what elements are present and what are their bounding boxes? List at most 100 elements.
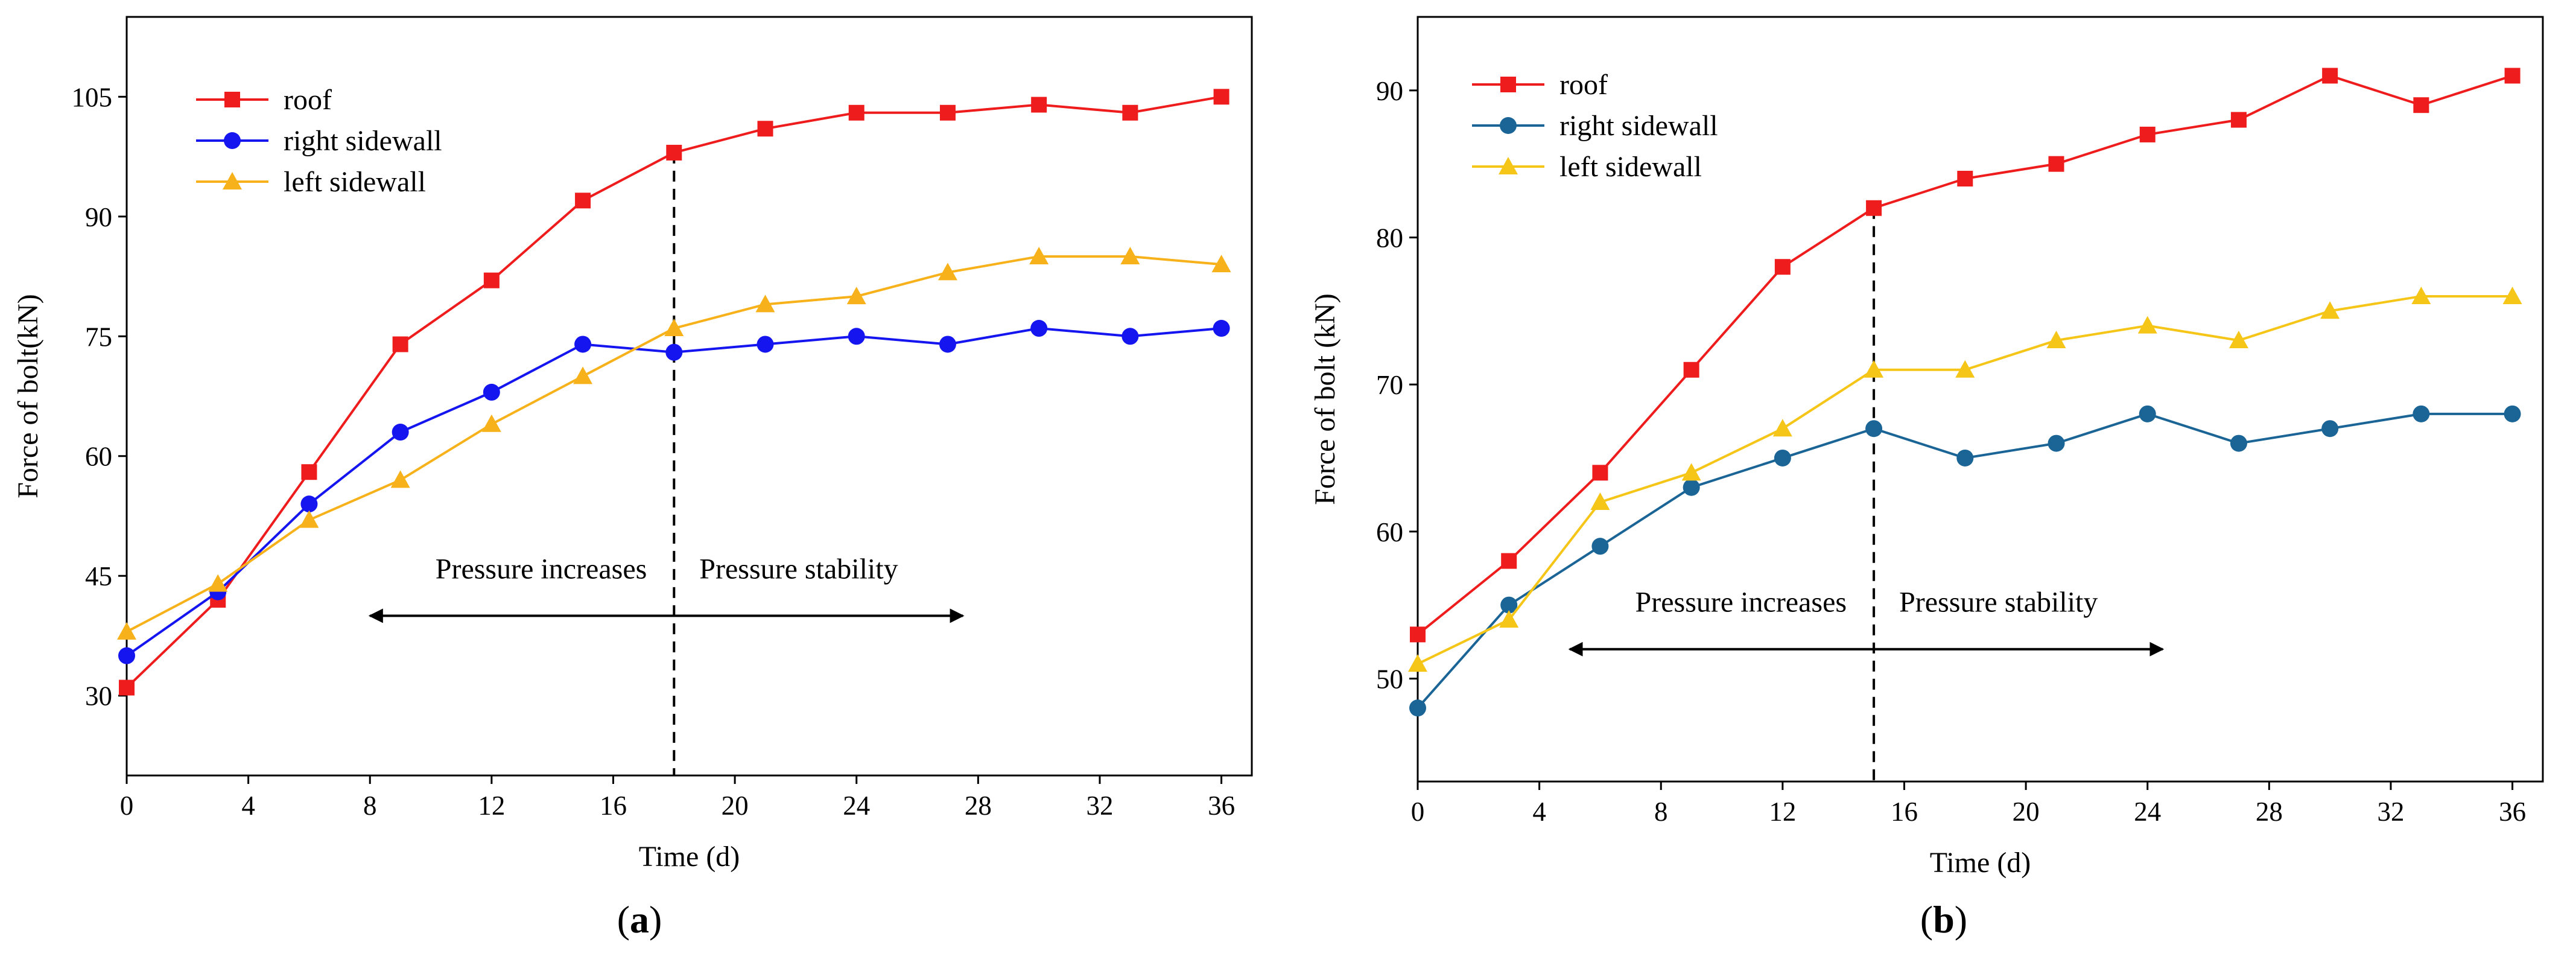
panel-a-series-right-sidewall-point	[118, 647, 135, 664]
panel-b-legend-right-sidewall-label: right sidewall	[1559, 110, 1718, 142]
panel-a-series-roof-point	[1031, 97, 1047, 113]
panel-b-series-roof-point	[2230, 112, 2247, 128]
panel-a-x-tick-label: 16	[600, 791, 627, 821]
panel-a-legend-right-sidewall-label: right sidewall	[284, 125, 442, 157]
panel-b-series-right-sidewall-point	[2321, 420, 2339, 438]
panel-a-y-tick-label: 60	[85, 442, 112, 472]
panel-a-series-right-sidewall-point	[1030, 320, 1048, 337]
panel-a-plot-frame	[125, 16, 1253, 777]
panel-b-x-tick-label: 24	[2134, 797, 2161, 827]
panel-a-series-roof-point	[575, 193, 591, 209]
panel-b-y-tick-label: 90	[1376, 76, 1403, 106]
panel-b-plot-frame	[1416, 16, 2544, 783]
panel-b-series-roof-point	[1592, 465, 1608, 481]
panel-a-series-left-sidewall-point	[846, 287, 866, 305]
panel-a-x-axis-title: Time (d)	[639, 841, 740, 873]
panel-a-series-right-sidewall-point	[300, 495, 318, 513]
panel-a-x-tick-label: 32	[1086, 791, 1113, 821]
panel-b-series-roof-point	[2413, 97, 2429, 113]
panel-a-series-right-sidewall-point	[848, 328, 865, 345]
panel-b-series-left-sidewall-point	[1499, 610, 1519, 628]
panel-a-x-tick-label: 36	[1208, 791, 1235, 821]
chart-panel-a: 0 4 8 12 16 20 24 28 32 36 30 45 60 75 90 105 Time (d) Fo…	[12, 16, 1253, 941]
panel-a-series-roof-point	[666, 144, 682, 161]
panel-a-x-tick-label: 0	[120, 791, 134, 821]
panel-a-series-right-sidewall-point	[757, 336, 774, 353]
panel-a-series-left-sidewall-point	[1029, 246, 1049, 264]
panel-a-series-right-sidewall-point	[665, 343, 683, 361]
panel-a-series-right-sidewall-point	[939, 336, 956, 353]
panel-b-x-tick-label: 8	[1654, 797, 1668, 827]
panel-b-annotation-pressure-increases: Pressure increases	[1635, 587, 1847, 619]
panel-b-legend-left-sidewall-marker	[1499, 157, 1518, 174]
panel-b-x-tick-label: 36	[2499, 797, 2526, 827]
panel-b-series-roof-point	[2322, 68, 2338, 84]
chart-panel-b: 0 4 8 12 16 20 24 28 32 36 50 60 70 80 90 Time (d) Force…	[1309, 16, 2544, 941]
panel-a-series-left-sidewall-point	[573, 366, 593, 384]
panel-a-legend-roof-label: roof	[284, 84, 332, 116]
panel-b-x-tick-label: 0	[1411, 797, 1425, 827]
panel-a-series-right-sidewall-point	[392, 424, 409, 441]
panel-a-series-left-sidewall-point	[755, 295, 775, 313]
panel-b-series-roof-point	[1410, 626, 1426, 643]
panel-a-series-right-sidewall-point	[483, 383, 500, 401]
panel-a-annotation-pressure-stability: Pressure stability	[699, 553, 898, 585]
panel-b-x-axis-title: Time (d)	[1930, 847, 2031, 879]
panel-b-series-right-sidewall-point	[1956, 449, 1974, 466]
panel-b-y-tick-label: 60	[1376, 517, 1403, 547]
panel-b-x-tick-label: 32	[2377, 797, 2404, 827]
panel-b-series-left-sidewall-point	[2411, 286, 2431, 304]
panel-a-x-tick-label: 4	[241, 791, 255, 821]
panel-b-series-left-sidewall-point	[1408, 654, 1427, 672]
panel-a-series-left-sidewall-point	[1120, 246, 1140, 264]
panel-b-series-right-sidewall-point	[2048, 435, 2065, 452]
panel-a-series-left-sidewall-point	[937, 263, 957, 281]
panel-b-series-left-sidewall-point	[2137, 316, 2157, 334]
panel-a-series-right-sidewall-point	[574, 336, 592, 353]
panel-b-x-tick-label: 20	[2013, 797, 2040, 827]
panel-b-series-roof-point	[2504, 68, 2520, 84]
panel-a-annotation-pressure-increases: Pressure increases	[436, 553, 647, 585]
panel-b-x-tick-label: 4	[1532, 797, 1546, 827]
panel-b-x-tick-label: 28	[2256, 797, 2283, 827]
panel-a-series-roof-point	[392, 336, 408, 352]
panel-b-label: (b)	[1920, 898, 1967, 941]
panel-b-series-right-sidewall-point	[1683, 479, 1700, 496]
panel-b-series-right-sidewall-point	[2413, 405, 2430, 422]
panel-a-x-tick-label: 28	[965, 791, 992, 821]
panel-a-series-roof-point	[939, 104, 956, 121]
panel-a-series-left-sidewall-point	[664, 319, 684, 337]
panel-b-series-roof-point	[1501, 553, 1517, 569]
panel-a-x-tick-label: 20	[722, 791, 749, 821]
panel-a-y-tick-label: 45	[85, 561, 112, 591]
panel-a-series-roof-point	[1122, 104, 1138, 121]
panel-b-series-roof-point	[2048, 156, 2064, 172]
panel-b-legend-left-sidewall-label: left sidewall	[1559, 151, 1702, 183]
panel-b-series-left-sidewall-point	[1955, 360, 1975, 378]
panel-b-series-right-sidewall-point	[2504, 405, 2521, 422]
panel-a-y-tick-label: 30	[85, 681, 112, 712]
panel-b-series-right-sidewall-point	[2230, 435, 2247, 452]
panel-a-series-left-sidewall-point	[299, 510, 319, 528]
panel-b-legend-right-sidewall-marker	[1500, 117, 1517, 134]
panel-b-series-left-sidewall-point	[1864, 360, 1884, 378]
panel-b-series-left-sidewall-point	[1681, 463, 1701, 481]
panel-b-x-tick-label: 12	[1769, 797, 1796, 827]
panel-b-series-left-sidewall-point	[2320, 301, 2340, 319]
panel-b-series-right-sidewall-point	[1865, 420, 1883, 438]
panel-a-y-tick-label: 105	[72, 82, 113, 112]
panel-b-series-roof-point	[2139, 126, 2156, 142]
panel-b-series-right-sidewall-point	[2139, 405, 2156, 422]
panel-b-x-tick-label: 16	[1891, 797, 1918, 827]
panel-a-series-left-sidewall-point	[117, 622, 136, 640]
panel-b-legend-roof-label: roof	[1559, 69, 1608, 101]
panel-b-series-left-sidewall-point	[2502, 286, 2522, 304]
panel-b-legend-roof-marker	[1500, 77, 1516, 92]
panel-b-series-right-sidewall-point	[1500, 596, 1518, 614]
panel-b-series-roof-point	[1957, 171, 1973, 187]
panel-b-y-tick-label: 50	[1376, 664, 1403, 694]
panel-b-series-right-sidewall-point	[1591, 538, 1609, 555]
panel-b-series-right-sidewall-point	[1409, 699, 1426, 717]
panel-a-series-left-sidewall-point	[481, 414, 501, 432]
